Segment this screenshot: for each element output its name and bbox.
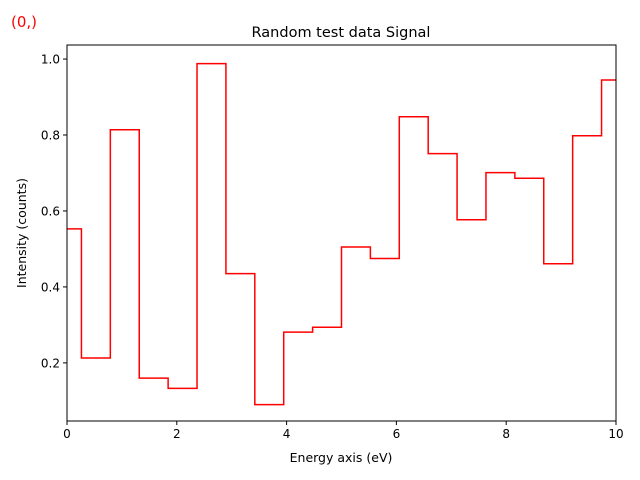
- plot-frame: [66, 44, 617, 422]
- chart-title: Random test data Signal: [252, 25, 431, 41]
- y-tick-label: 0.4: [41, 280, 60, 294]
- y-tick-label: 1.0: [41, 53, 60, 67]
- x-tick-label: 6: [393, 427, 401, 441]
- y-tick-label: 0.2: [41, 356, 60, 370]
- x-tick-label: 8: [502, 427, 510, 441]
- x-tick-label: 10: [608, 427, 623, 441]
- x-axis-label: Energy axis (eV): [290, 450, 393, 465]
- series-line-0: [67, 62, 616, 406]
- x-tick-label: 0: [63, 427, 71, 441]
- y-tick-label: 0.6: [41, 204, 60, 218]
- x-tick-label: 4: [283, 427, 291, 441]
- y-tick-label: 0.8: [41, 129, 60, 143]
- y-axis-label: Intensity (counts): [14, 178, 29, 288]
- corner-label: (0,): [11, 13, 37, 31]
- x-tick-label: 2: [173, 427, 181, 441]
